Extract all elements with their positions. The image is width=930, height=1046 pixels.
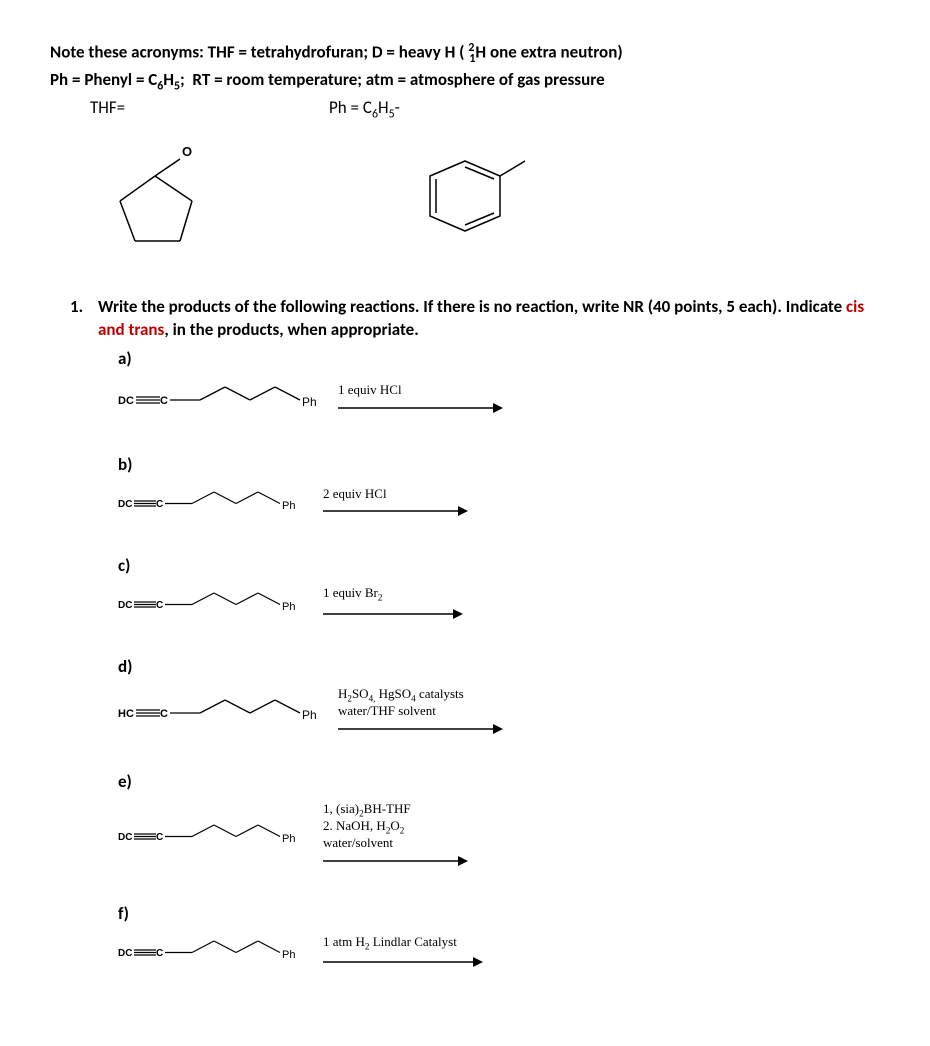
question-text: 1. Write the products of the following r… bbox=[70, 296, 880, 342]
arrow-f: 1 atm H2 Lindlar Catalyst bbox=[323, 935, 483, 974]
header-notes: Note these acronyms: THF = tetrahydrofur… bbox=[50, 40, 880, 95]
header-line1: Note these acronyms: THF = tetrahydrofur… bbox=[50, 40, 880, 68]
thf-label: THF= bbox=[90, 97, 125, 118]
part-b-label: b) bbox=[118, 454, 880, 475]
arrow-b: 2 equiv HCl bbox=[323, 487, 468, 524]
part-d-label: d) bbox=[118, 656, 880, 677]
reagent-c: 1 equiv Br2 bbox=[323, 586, 463, 603]
svg-text:C: C bbox=[156, 948, 163, 959]
svg-text:C: C bbox=[156, 600, 163, 611]
reaction-a: DC C Ph 1 equiv HCl bbox=[118, 379, 880, 424]
reaction-c: DC C Ph 1 equiv Br2 bbox=[118, 586, 880, 626]
substrate-d: HC C Ph bbox=[118, 692, 318, 737]
thf-structure: O bbox=[100, 141, 210, 256]
structures-row: O bbox=[50, 141, 880, 256]
svg-text:DC: DC bbox=[118, 948, 132, 959]
svg-text:DC: DC bbox=[118, 832, 132, 843]
part-c-label: c) bbox=[118, 555, 880, 576]
svg-text:C: C bbox=[156, 832, 163, 843]
part-f-label: f) bbox=[118, 903, 880, 924]
part-e-label: e) bbox=[118, 771, 880, 792]
substrate-e: DC C Ph bbox=[118, 818, 303, 858]
substrate-c: DC C Ph bbox=[118, 586, 303, 626]
substrate-f: DC C Ph bbox=[118, 934, 303, 974]
reagent-f: 1 atm H2 Lindlar Catalyst bbox=[323, 935, 483, 952]
substrate-a: DC C Ph bbox=[118, 379, 318, 424]
question-block: 1. Write the products of the following r… bbox=[70, 296, 880, 974]
reagent-d: H2SO4, HgSO4 catalystswater/THF solvent bbox=[338, 687, 503, 719]
arrow-d: H2SO4, HgSO4 catalystswater/THF solvent bbox=[338, 687, 503, 741]
reagent-a: 1 equiv HCl bbox=[338, 383, 503, 398]
svg-text:Ph: Ph bbox=[282, 949, 295, 961]
svg-text:O: O bbox=[182, 144, 192, 159]
svg-text:C: C bbox=[160, 708, 168, 720]
reagent-e: 1, (sia)2BH-THF2. NaOH, H2O2water/solven… bbox=[323, 802, 468, 851]
reaction-b: DC C Ph 2 equiv HCl bbox=[118, 485, 880, 525]
question-body: Write the products of the following reac… bbox=[98, 296, 880, 342]
svg-text:Ph: Ph bbox=[302, 708, 317, 722]
arrow-e: 1, (sia)2BH-THF2. NaOH, H2O2water/solven… bbox=[323, 802, 468, 873]
svg-text:DC: DC bbox=[118, 600, 132, 611]
reagent-b: 2 equiv HCl bbox=[323, 487, 468, 502]
reaction-d: HC C Ph H2SO4, HgSO4 catalystswater/THF … bbox=[118, 687, 880, 741]
question-number: 1. bbox=[70, 296, 98, 342]
reaction-e: DC C Ph 1, (sia)2BH-THF2. NaOH, H2O2wate… bbox=[118, 802, 880, 873]
svg-text:HC: HC bbox=[118, 708, 134, 720]
svg-text:Ph: Ph bbox=[282, 601, 295, 613]
svg-text:Ph: Ph bbox=[282, 500, 295, 512]
part-a-label: a) bbox=[118, 348, 880, 369]
header-line2: Ph = Phenyl = C6H5; RT = room temperatur… bbox=[50, 68, 880, 95]
arrow-c: 1 equiv Br2 bbox=[323, 586, 463, 625]
arrow-a: 1 equiv HCl bbox=[338, 383, 503, 420]
phenyl-structure bbox=[390, 141, 530, 256]
svg-text:Ph: Ph bbox=[302, 395, 317, 409]
header-labels: THF= Ph = C6H5- bbox=[50, 97, 880, 121]
svg-text:DC: DC bbox=[118, 499, 132, 510]
substrate-b: DC C Ph bbox=[118, 485, 303, 525]
ph-label: Ph = C6H5- bbox=[329, 97, 400, 118]
svg-text:C: C bbox=[156, 499, 163, 510]
svg-text:C: C bbox=[160, 395, 168, 407]
svg-text:Ph: Ph bbox=[282, 833, 295, 845]
reaction-f: DC C Ph 1 atm H2 Lindlar Catalyst bbox=[118, 934, 880, 974]
svg-text:DC: DC bbox=[118, 395, 134, 407]
